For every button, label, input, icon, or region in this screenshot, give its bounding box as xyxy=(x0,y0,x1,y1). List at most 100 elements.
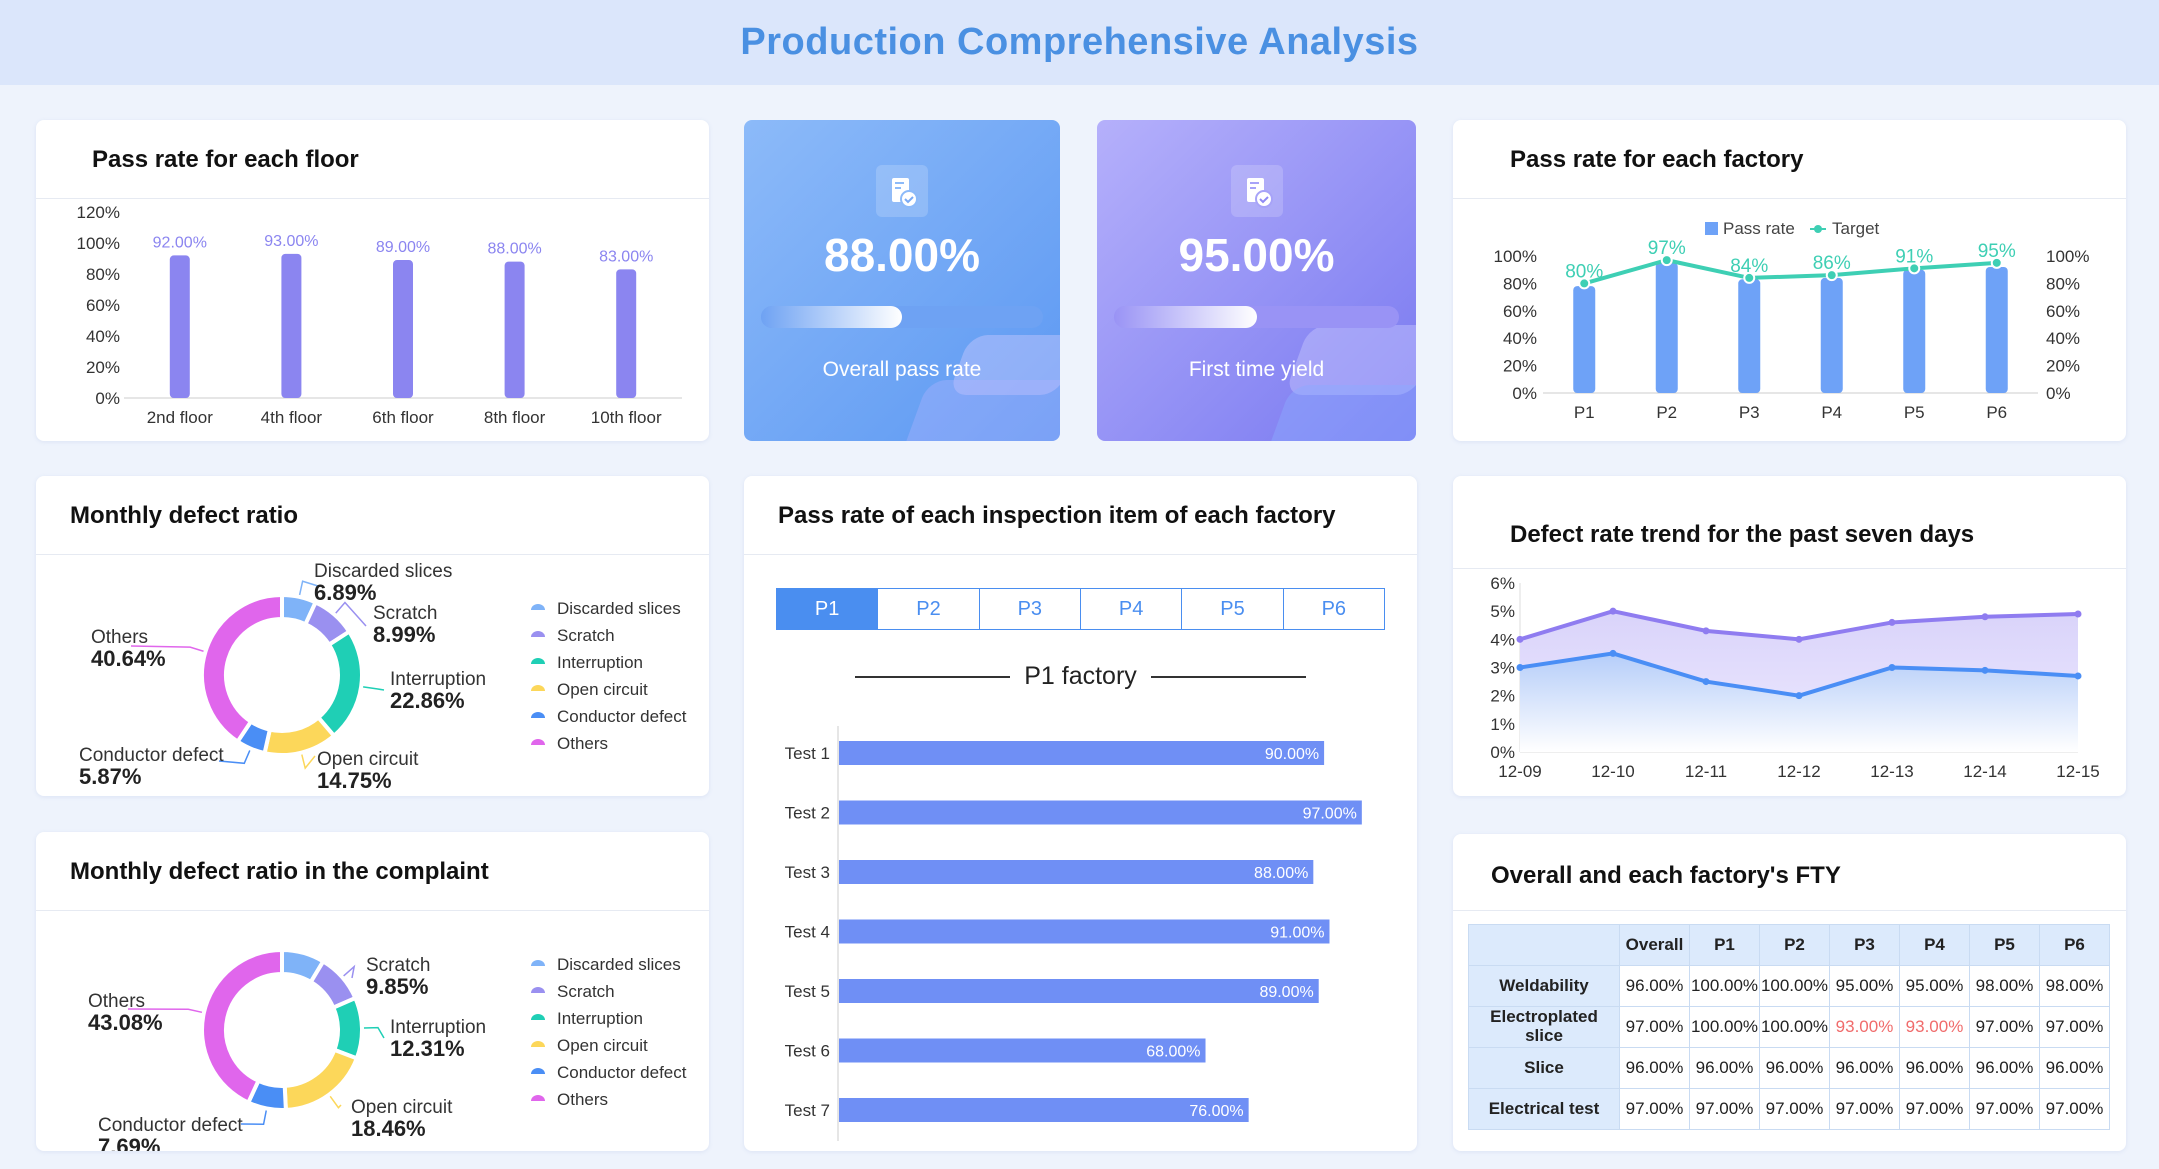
target-label: 80% xyxy=(1565,261,1603,282)
legend-item: Interruption xyxy=(557,1009,643,1028)
divider xyxy=(1453,910,2126,911)
slice-value: 5.87% xyxy=(79,764,141,789)
slice-value: 9.85% xyxy=(366,974,428,999)
leader-line xyxy=(363,686,385,691)
data-label: 92.00% xyxy=(153,234,207,251)
x-tick-label: 12-14 xyxy=(1963,762,2006,781)
leader-line xyxy=(335,601,367,627)
legend-pass-rate-swatch xyxy=(1705,222,1718,235)
x-tick-label: 10th floor xyxy=(591,408,662,427)
inspection-bar-chart: Test 1 90.00% Test 2 97.00% Test 3 88.00% Test… xyxy=(785,726,1362,1141)
legend-item: Scratch xyxy=(557,626,615,645)
progress-bar xyxy=(761,306,1043,328)
table-row: Electroplated slice 97.00% 100.00% 100.00% 9… xyxy=(1468,1006,2110,1048)
y-tick-label: 4% xyxy=(1490,630,1515,649)
legend-swatch xyxy=(531,1041,545,1047)
table-cell: 96.00% xyxy=(1969,1047,2040,1089)
kpi-first-time-yield: 95.00% First time yield xyxy=(1097,120,1416,441)
legend-item: Interruption xyxy=(557,653,643,672)
data-label: 97.00% xyxy=(1303,806,1357,823)
leader-line xyxy=(127,1008,203,1014)
header: Production Comprehensive Analysis xyxy=(0,0,2159,85)
data-point xyxy=(1795,635,1803,643)
divider xyxy=(36,910,709,911)
slice-value: 6.89% xyxy=(314,580,376,605)
bar xyxy=(839,919,1330,944)
target-point xyxy=(1660,254,1673,267)
tab-p3[interactable]: P3 xyxy=(980,589,1081,629)
kpi-value: 88.00% xyxy=(823,229,980,281)
legend-item: Open circuit xyxy=(557,680,648,699)
table-cell: 97.00% xyxy=(1619,1006,1690,1048)
progress-bar xyxy=(1114,306,1399,328)
data-label: 76.00% xyxy=(1189,1103,1243,1120)
slice-name: Others xyxy=(88,991,145,1012)
target-label: 97% xyxy=(1648,238,1686,259)
x-tick-label: P4 xyxy=(1821,403,1842,422)
factory-subtitle: P1 factory xyxy=(1024,662,1137,690)
y-tick-label: 120% xyxy=(77,203,120,222)
legend-item: Open circuit xyxy=(557,1036,648,1055)
x-tick-label: P5 xyxy=(1904,403,1925,422)
legend-item: Discarded slices xyxy=(557,599,681,618)
table-cell: 93.00% xyxy=(1829,1006,1900,1048)
legend-swatch xyxy=(531,631,545,637)
y-tick-label: 1% xyxy=(1490,715,1515,734)
card-title: Pass rate of each inspection item of eac… xyxy=(778,502,1336,529)
y-tick-label: 60% xyxy=(86,296,120,315)
report-check-icon xyxy=(1230,165,1283,217)
divider xyxy=(1453,568,2126,569)
table-cell: 93.00% xyxy=(1899,1006,1970,1048)
table-cell: 97.00% xyxy=(1759,1088,1830,1130)
leader-line xyxy=(301,754,316,770)
table-cell: 100.00% xyxy=(1759,965,1830,1007)
x-tick-label: 12-12 xyxy=(1777,762,1820,781)
y-tick-label: 80% xyxy=(1503,274,1537,293)
bar xyxy=(393,260,413,398)
divider xyxy=(36,198,709,199)
y-tick-label: 20% xyxy=(86,358,120,377)
divider-line xyxy=(1150,675,1306,678)
kpi-overall-pass-rate: 88.00% Overall pass rate xyxy=(744,120,1060,441)
data-label: 88.00% xyxy=(1254,865,1308,882)
y-tick-label: Test 1 xyxy=(785,744,830,763)
slice-name: Open circuit xyxy=(317,749,419,770)
area-fill xyxy=(1520,653,2078,752)
target-label: 84% xyxy=(1730,256,1768,277)
card-title: Overall and each factory's FTY xyxy=(1491,862,1841,889)
legend-pass-rate: Pass rate xyxy=(1723,219,1795,238)
table-cell: 97.00% xyxy=(2039,1088,2110,1130)
tab-p1[interactable]: P1 xyxy=(777,589,879,629)
table-cell: 96.00% xyxy=(2039,1047,2110,1089)
y-tick-label: 0% xyxy=(1490,743,1515,762)
tab-p5[interactable]: P5 xyxy=(1182,589,1284,629)
table-row: Electrical test 97.00% 97.00% 97.00% 97.00% 9… xyxy=(1468,1088,2110,1130)
factory-pass-rate-card: Pass rate for each factory 0% 0% 20% 20% 40%… xyxy=(1453,120,2126,441)
y2-tick-label: 60% xyxy=(2046,302,2080,321)
legend-target-dot xyxy=(1814,225,1822,233)
x-tick-label: 8th floor xyxy=(484,408,546,427)
tab-p6[interactable]: P6 xyxy=(1321,597,1347,620)
legend-swatch xyxy=(531,685,545,691)
tab-p4[interactable]: P4 xyxy=(1081,589,1183,629)
bar xyxy=(1573,286,1596,393)
tab-p2[interactable]: P2 xyxy=(878,589,980,629)
bar xyxy=(839,979,1319,1003)
leader-line xyxy=(329,1095,342,1109)
leader-line xyxy=(240,1110,267,1125)
data-point xyxy=(1609,607,1617,615)
inspection-card: Pass rate of each inspection item of eac… xyxy=(744,476,1417,1151)
y-tick-label: 0% xyxy=(95,389,120,408)
legend-swatch xyxy=(531,604,545,610)
legend-item: Conductor defect xyxy=(557,707,687,726)
legend-swatch xyxy=(531,739,545,745)
donut-segment xyxy=(282,1047,360,1113)
complaint-defect-card: Monthly defect ratio in the complaint Sc… xyxy=(36,832,709,1151)
card-title: Monthly defect ratio xyxy=(70,502,299,529)
y-tick-label: 0% xyxy=(1512,384,1537,403)
column-header: P5 xyxy=(1969,924,2040,966)
row-header: Electrical test xyxy=(1468,1088,1620,1130)
target-point xyxy=(1990,256,2003,269)
column-header: P3 xyxy=(1829,924,1900,966)
factory-combo-chart: 0% 0% 20% 20% 40% 40% 60% 60% 80% 80% 100% 100% Pass… xyxy=(1494,219,2090,422)
